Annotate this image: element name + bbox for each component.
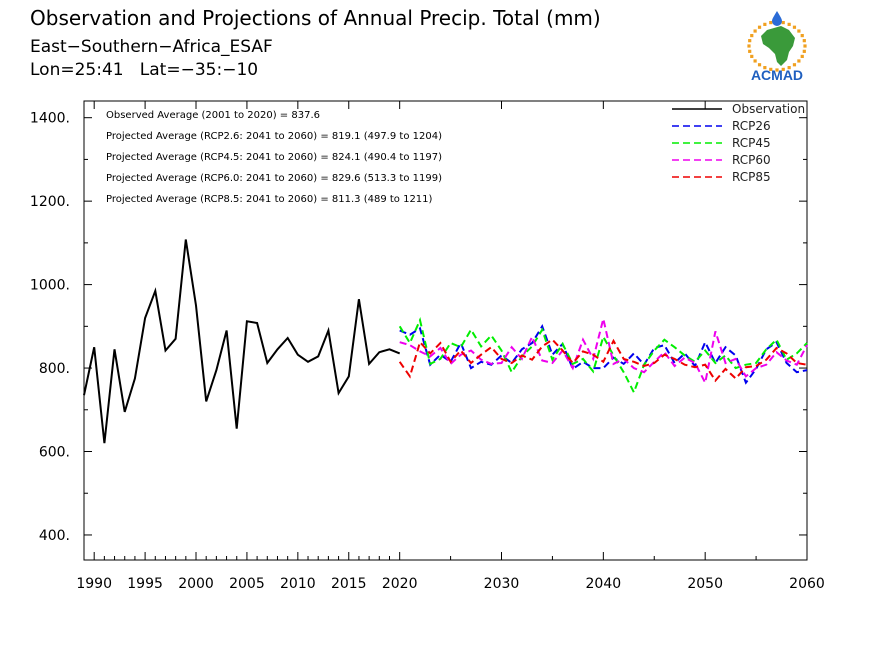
y-tick-label: 600. (39, 445, 70, 461)
sun-ray-mark (769, 21, 773, 25)
sun-ray-mark (781, 21, 785, 25)
sun-ray-mark (803, 44, 807, 48)
region-label: East−Southern−Africa_ESAF (30, 37, 273, 57)
annotation-line: Observed Average (2001 to 2020) = 837.6 (106, 110, 320, 121)
sun-ray-mark (757, 25, 762, 29)
series-line-observation (83, 239, 401, 444)
sun-ray-mark (753, 29, 757, 33)
annotation-line: Projected Average (RCP4.5: 2041 to 2060)… (106, 152, 442, 163)
sun-ray-mark (763, 66, 767, 70)
x-tick-label: 1990 (76, 576, 112, 592)
sun-ray-mark (800, 33, 804, 38)
x-axis: 1990 1995 2000 2005 2010 2015 2020 2030 2040 2050… (76, 101, 825, 592)
annotation-line: Projected Average (RCP2.6: 2041 to 2060)… (106, 131, 442, 142)
legend-label-rcp85: RCP85 (732, 170, 771, 184)
x-tick-label: 2050 (687, 576, 723, 592)
sun-ray-mark (787, 22, 791, 26)
x-tick-label: 1995 (127, 576, 163, 592)
sun-ray-mark (787, 66, 791, 70)
sun-ray-mark (763, 22, 767, 26)
x-tick-label: 2010 (280, 576, 316, 592)
y-axis: 400. 600. 800. 1000. 1200. 1400. (30, 111, 807, 544)
y-tick-label: 1400. (30, 111, 70, 127)
annotation-line: Projected Average (RCP6.0: 2041 to 2060)… (106, 173, 442, 184)
legend: Observation RCP26 RCP45 RCP60 RCP85 (672, 102, 805, 184)
sun-ray-mark (792, 63, 797, 67)
x-tick-label: 2030 (484, 576, 520, 592)
sun-ray-mark (753, 59, 757, 63)
x-tick-label: 2015 (331, 576, 367, 592)
x-tick-label: 2000 (178, 576, 214, 592)
sun-ray-mark (800, 54, 804, 59)
sun-ray-mark (748, 39, 752, 43)
chart-title: Observation and Projections of Annual Pr… (30, 6, 601, 30)
acmad-logo-text: ACMAD (751, 67, 803, 83)
acmad-logo: ACMAD (747, 11, 807, 83)
sun-ray-mark (802, 49, 806, 53)
legend-label-rcp60: RCP60 (732, 153, 771, 167)
y-tick-label: 1200. (30, 194, 70, 210)
y-tick-label: 1000. (30, 278, 70, 294)
x-tick-label: 2060 (789, 576, 825, 592)
sun-ray-mark (792, 25, 797, 29)
sun-ray-mark (750, 33, 754, 38)
y-tick-label: 800. (39, 361, 70, 377)
legend-label-observation: Observation (732, 102, 805, 116)
legend-label-rcp26: RCP26 (732, 119, 771, 133)
sun-ray-mark (797, 59, 801, 63)
x-tick-label: 2020 (382, 576, 418, 592)
x-tick-label: 2005 (229, 576, 265, 592)
coordinates-label: Lon=25:41 Lat=−35:−10 (30, 60, 259, 80)
sun-ray-mark (797, 29, 801, 33)
sun-ray-mark (775, 68, 779, 72)
series-line-rcp45 (398, 316, 808, 395)
plot-frame (83, 100, 808, 561)
sun-ray-mark (750, 54, 754, 59)
x-tick-label: 2040 (586, 576, 622, 592)
series-line-rcp85 (398, 338, 808, 383)
sun-ray-mark (757, 63, 762, 67)
series-lines (83, 239, 808, 444)
sun-ray-mark (802, 39, 806, 43)
annotation-line: Projected Average (RCP8.5: 2041 to 2060)… (106, 194, 433, 205)
sun-ray-mark (748, 49, 752, 53)
legend-label-rcp45: RCP45 (732, 136, 771, 150)
sun-ray-mark (769, 67, 773, 71)
series-line-rcp60 (399, 318, 808, 386)
sun-ray-mark (747, 44, 751, 48)
africa-map-icon (761, 26, 795, 66)
y-tick-label: 400. (39, 528, 70, 544)
water-drop-icon (772, 11, 782, 26)
sun-ray-mark (781, 67, 785, 71)
annotations: Observed Average (2001 to 2020) = 837.6 P… (106, 110, 442, 205)
